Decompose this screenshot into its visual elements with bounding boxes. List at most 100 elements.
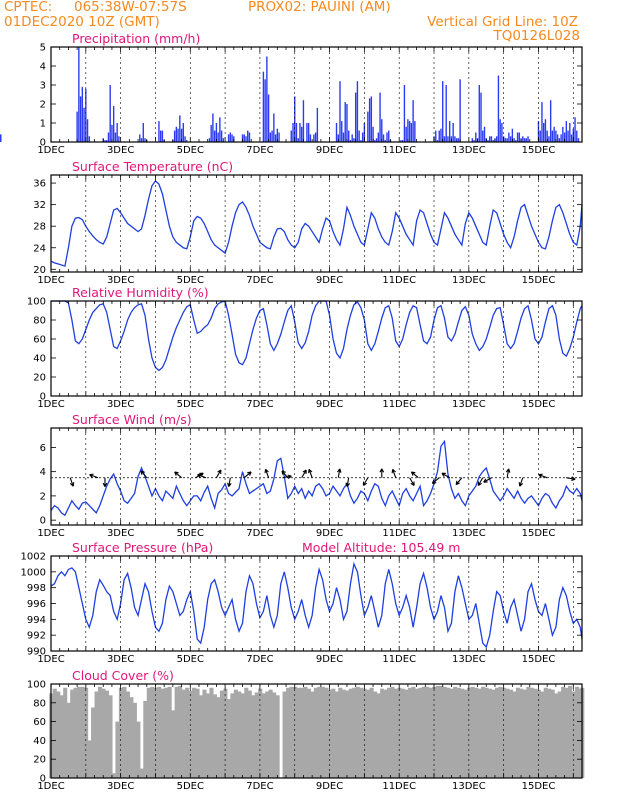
cloud-column	[505, 688, 510, 778]
precip-bar	[354, 92, 357, 142]
precip-bar	[278, 132, 280, 142]
wind-vector-arrow	[379, 468, 385, 478]
wind-vector-arrow	[215, 469, 222, 478]
wind-vector-arrow	[140, 470, 148, 479]
x-day-label: 7DEC	[246, 654, 273, 665]
precip-bar	[177, 128, 179, 142]
cloud-column	[477, 688, 482, 778]
x-day-label: 5DEC	[177, 145, 204, 156]
precip-bar	[208, 138, 211, 142]
precip-bar	[342, 132, 345, 142]
x-day-label: 15DEC	[522, 781, 556, 792]
precip-bar	[341, 121, 343, 142]
cloud-column	[265, 691, 270, 778]
wind-vector-arrow	[391, 468, 397, 478]
cloud-column	[359, 687, 364, 778]
wind-vector-arrow	[362, 477, 369, 486]
x-day-label: 7DEC	[246, 145, 273, 156]
precip-bar	[217, 132, 219, 142]
cloud-column	[369, 687, 374, 778]
wind-vector-arrow	[227, 477, 232, 487]
precip-bar	[499, 119, 501, 142]
cloud-column	[115, 721, 120, 778]
cloud-column	[355, 686, 360, 778]
precip-bar	[180, 128, 183, 142]
precip-bar	[544, 119, 547, 142]
precip-bar	[492, 140, 494, 142]
precip-bar	[267, 94, 270, 142]
cloud-column	[547, 688, 552, 778]
precip-bar	[297, 138, 299, 142]
wind-vector-arrow	[455, 477, 463, 486]
header-coordinates: 065:38W-07:57S	[74, 0, 187, 15]
cloud-column	[80, 686, 85, 778]
x-day-label: 1DEC	[37, 528, 64, 539]
y-tick-label: 0	[40, 774, 46, 785]
precip-bar	[179, 115, 181, 142]
y-tick-label: 0	[40, 138, 46, 149]
precip-bar	[112, 105, 115, 142]
precip-bar	[445, 85, 447, 142]
cloud-column	[376, 693, 381, 778]
cloud-column	[94, 691, 99, 778]
precip-bar	[140, 138, 143, 142]
pressure-series-line	[50, 561, 583, 649]
y-tick-label: 2	[40, 100, 46, 111]
precip-bar	[241, 134, 244, 142]
cloud-column	[362, 688, 367, 778]
precip-bar	[271, 130, 273, 142]
precip-bar	[560, 134, 562, 142]
precip-bar	[440, 128, 442, 142]
cloud-column	[104, 690, 110, 778]
cloud-column	[70, 689, 75, 778]
cloud-column	[306, 688, 312, 778]
cloud-column	[310, 691, 315, 778]
precip-bar	[273, 113, 275, 142]
precip-bar	[245, 136, 247, 142]
precip-bar	[414, 121, 416, 142]
cloud-column	[348, 688, 353, 778]
cloud-column	[136, 721, 141, 778]
precip-bar	[367, 111, 369, 142]
cloud-column	[230, 693, 235, 778]
precip-bar	[555, 130, 557, 142]
wind-vector-arrow	[505, 468, 511, 478]
wind-vector-arrow	[483, 477, 492, 483]
cloud-column	[171, 710, 176, 778]
x-day-label: 9DEC	[316, 781, 343, 792]
precip-bar	[247, 130, 249, 142]
cloud-column	[185, 687, 190, 778]
precip-bar	[159, 130, 162, 142]
cloud-column	[258, 688, 263, 778]
precip-bar	[375, 138, 378, 142]
precip-bar	[106, 140, 108, 142]
precip-bar	[337, 134, 339, 142]
x-day-label: 15DEC	[522, 399, 556, 410]
precip-bar	[563, 132, 566, 142]
x-day-label: 1DEC	[37, 275, 64, 286]
precip-bar	[407, 119, 409, 142]
y-tick-label: 0	[40, 516, 46, 527]
cloud-column	[446, 687, 451, 778]
precip-bar	[504, 138, 507, 142]
cloud-column	[167, 686, 172, 778]
y-tick-label: 1002	[21, 552, 46, 563]
y-tick-label: 1	[40, 119, 46, 130]
cloud-column	[164, 687, 169, 778]
cloud-column	[216, 697, 221, 778]
wind-vector-arrow	[243, 471, 252, 479]
cloud-column	[303, 686, 308, 778]
y-tick-label: 20	[33, 265, 46, 276]
precip-bar	[104, 140, 106, 142]
wind-vector-arrow	[477, 477, 484, 486]
x-day-label: 1DEC	[37, 781, 64, 792]
wind-vector-arrow	[89, 473, 99, 479]
cloud-column	[299, 687, 305, 778]
header-run-date: 01DEC2020 10Z (GMT)	[4, 14, 160, 30]
precip-bar	[306, 123, 308, 142]
cloud-column	[202, 689, 207, 778]
precip-bar	[516, 132, 519, 142]
x-day-label: 11DEC	[382, 654, 416, 665]
precip-bar	[220, 130, 223, 142]
